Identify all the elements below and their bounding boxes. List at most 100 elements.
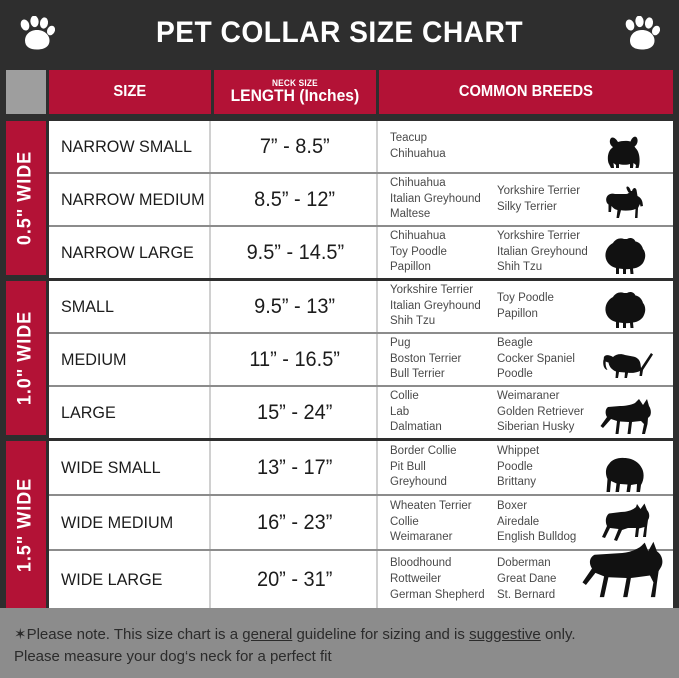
neck-length-text: 8.5” - 12” xyxy=(254,187,336,211)
cell-neck-length: 16” - 23” xyxy=(214,496,378,549)
breed-list-c2: Beagle Cocker Spaniel Poodle xyxy=(497,336,617,384)
section-rows: NARROW SMALL 7” - 8.5” Teacup Chihuahua NARR… xyxy=(49,121,673,278)
size-name-text: MEDIUM xyxy=(61,349,127,369)
breed-list-c1: Border Collie Pit Bull Greyhound xyxy=(390,444,497,492)
cell-common-breeds: Border Collie Pit Bull Greyhound Whippet Poo… xyxy=(379,441,673,494)
breed-name: Border Collie xyxy=(390,444,457,457)
breed-name: Boston Terrier xyxy=(390,352,462,365)
breed-name: Yorkshire Terrier xyxy=(390,283,474,296)
breed-name: Shih Tzu xyxy=(497,261,543,274)
table-row[interactable]: LARGE 15” - 24” Collie Lab Dalmatian Weimaran… xyxy=(49,387,673,438)
neck-length-text: 16” - 23” xyxy=(257,510,333,534)
breed-list-c2: Doberman Great Dane St. Bernard xyxy=(497,556,617,604)
size-section-3: 1.5" WIDE WIDE SMALL 13” - 17” Border Colli… xyxy=(0,438,679,612)
breed-list-c1: Teacup Chihuahua xyxy=(390,131,497,163)
breed-name: Poodle xyxy=(497,368,533,381)
section-width-label-text: 0.5" WIDE xyxy=(15,150,36,246)
breed-name: German Shepherd xyxy=(390,588,485,601)
table-row[interactable]: WIDE SMALL 13” - 17” Border Collie Pit Bull… xyxy=(49,441,673,496)
breed-list-c1: Chihuahua Toy Poodle Papillon xyxy=(390,229,497,277)
size-name-text: NARROW MEDIUM xyxy=(61,189,205,209)
breed-name: Poodle xyxy=(497,460,533,473)
cell-size-name: WIDE SMALL xyxy=(49,441,211,494)
table-row[interactable]: MEDIUM 11” - 16.5” Pug Boston Terrier Bull T… xyxy=(49,334,673,387)
table-row[interactable]: SMALL 9.5” - 13” Yorkshire Terrier Italian … xyxy=(49,281,673,334)
breed-list-c1: Collie Lab Dalmatian xyxy=(390,389,497,437)
breed-name: Maltese xyxy=(390,208,431,221)
table-row[interactable]: WIDE MEDIUM 16” - 23” Wheaten Terrier Colli… xyxy=(49,496,673,551)
breed-name: Yorkshire Terrier xyxy=(497,184,581,197)
breed-name: Papillon xyxy=(497,307,538,320)
neck-length-text: 7” - 8.5” xyxy=(260,134,330,158)
section-width-label: 1.5" WIDE xyxy=(6,441,46,609)
breed-name: Shih Tzu xyxy=(390,315,436,328)
cell-size-name: NARROW SMALL xyxy=(49,121,211,172)
breed-name: Collie xyxy=(390,389,419,402)
table-row[interactable]: WIDE LARGE 20” - 31” Bloodhound Rottweiler G… xyxy=(49,541,673,609)
section-width-label-text: 1.5" WIDE xyxy=(15,477,36,573)
cell-size-name: LARGE xyxy=(49,387,211,438)
breed-name: St. Bernard xyxy=(497,588,556,601)
cell-neck-length: 11” - 16.5” xyxy=(214,334,378,385)
cell-common-breeds: Yorkshire Terrier Italian Greyhound Shih T… xyxy=(379,281,673,332)
breed-list-c1: Wheaten Terrier Collie Weimaraner xyxy=(390,499,497,547)
paw-print-icon xyxy=(16,15,58,52)
breed-name: Toy Poodle xyxy=(390,245,447,258)
breed-name: Siberian Husky xyxy=(497,421,575,434)
breed-list-c2: Yorkshire Terrier Silky Terrier xyxy=(497,184,617,216)
table-header-row: SIZE NECK SIZE LENGTH (Inches) COMMON BR… xyxy=(0,66,679,118)
breed-name: Weimaraner xyxy=(497,389,560,402)
breed-name: Bull Terrier xyxy=(390,368,445,381)
cell-neck-length: 9.5” - 14.5” xyxy=(214,227,378,278)
cell-common-breeds: Chihuahua Toy Poodle Papillon Yorkshire Ter… xyxy=(379,227,673,278)
breed-name: Whippet xyxy=(497,444,540,457)
column-header-length: NECK SIZE LENGTH (Inches) xyxy=(214,70,376,114)
column-header-length-sub: NECK SIZE xyxy=(272,77,318,88)
breed-name: Greyhound xyxy=(390,476,447,489)
column-header-size: SIZE xyxy=(49,70,211,114)
section-rows: SMALL 9.5” - 13” Yorkshire Terrier Italian … xyxy=(49,281,673,438)
breed-name: Golden Retriever xyxy=(497,405,584,418)
table-row[interactable]: NARROW LARGE 9.5” - 14.5” Chihuahua Toy Poo… xyxy=(49,227,673,278)
size-name-text: WIDE SMALL xyxy=(61,457,161,477)
breed-name: Beagle xyxy=(497,336,533,349)
breed-name: Chihuahua xyxy=(390,176,446,189)
table-row[interactable]: NARROW MEDIUM 8.5” - 12” Chihuahua Italian … xyxy=(49,174,673,227)
cell-common-breeds: Pug Boston Terrier Bull Terrier Beagle Cocke… xyxy=(379,334,673,385)
section-width-label: 0.5" WIDE xyxy=(6,121,46,275)
breed-name: Rottweiler xyxy=(390,573,442,586)
size-name-text: WIDE LARGE xyxy=(61,570,163,589)
cell-size-name: WIDE LARGE xyxy=(49,551,211,609)
breed-list-c1: Bloodhound Rottweiler German Shepherd xyxy=(390,556,497,604)
cell-size-name: NARROW LARGE xyxy=(49,227,211,278)
breed-list-c1: Pug Boston Terrier Bull Terrier xyxy=(390,336,497,384)
breed-list-c2: Boxer Airedale English Bulldog xyxy=(497,499,617,547)
breed-name: Teacup xyxy=(390,131,428,144)
cell-neck-length: 8.5” - 12” xyxy=(214,174,378,225)
breed-name: Weimaraner xyxy=(390,531,453,544)
size-name-text: SMALL xyxy=(61,296,114,316)
cell-neck-length: 9.5” - 13” xyxy=(214,281,378,332)
size-name-text: WIDE MEDIUM xyxy=(61,512,174,532)
breed-name: Papillon xyxy=(390,261,431,274)
cell-neck-length: 7” - 8.5” xyxy=(214,121,378,172)
cell-common-breeds: Chihuahua Italian Greyhound Maltese Yorkshi… xyxy=(379,174,673,225)
breed-name: Italian Greyhound xyxy=(390,299,481,312)
breed-name: Italian Greyhound xyxy=(497,245,588,258)
breed-list-c1: Chihuahua Italian Greyhound Maltese xyxy=(390,176,497,224)
breed-name: Collie xyxy=(390,515,419,528)
breed-name: Pit Bull xyxy=(390,460,426,473)
breed-name: Wheaten Terrier xyxy=(390,499,472,512)
breed-name: Lab xyxy=(390,405,410,418)
breed-name: Cocker Spaniel xyxy=(497,352,575,365)
size-name-text: NARROW LARGE xyxy=(61,242,194,262)
neck-length-text: 13” - 17” xyxy=(257,455,333,479)
breed-name: Italian Greyhound xyxy=(390,192,481,205)
cell-common-breeds: Collie Lab Dalmatian Weimaraner Golden Retri… xyxy=(379,387,673,438)
header-corner-cell xyxy=(6,70,46,114)
breed-list-c2: Weimaraner Golden Retriever Siberian Husky xyxy=(497,389,617,437)
footer-line-1: ✶Please note. This size chart is a gener… xyxy=(14,626,576,643)
breed-name: Doberman xyxy=(497,557,551,570)
table-row[interactable]: NARROW SMALL 7” - 8.5” Teacup Chihuahua xyxy=(49,121,673,174)
